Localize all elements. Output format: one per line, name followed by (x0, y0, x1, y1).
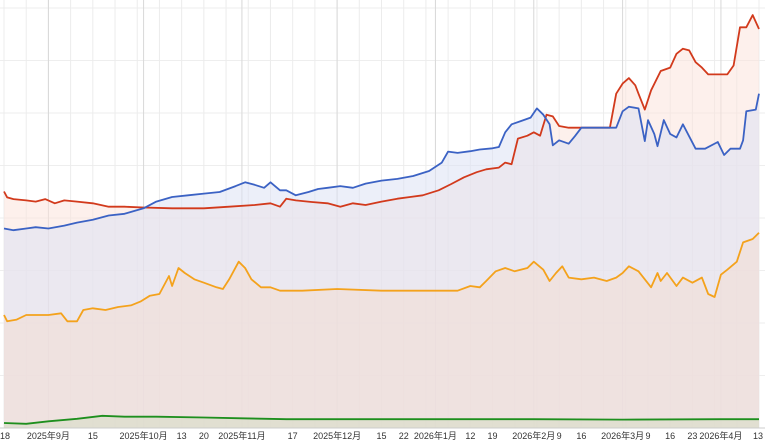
series-3-line (3, 232, 760, 323)
x-tick-label: 16 (576, 431, 586, 441)
x-tick-label: 2026年4月 (699, 430, 742, 441)
series-4-area (4, 415, 759, 428)
x-tick-label: 22 (399, 431, 409, 441)
x-tick-label: 15 (376, 431, 386, 441)
x-tick-label: 9 (557, 431, 562, 441)
x-tick-label: 20 (199, 431, 209, 441)
series-3-area (4, 232, 759, 428)
x-axis-tick-labels: 18 2025年9月 15 2025年10月 13 20 2025年11月 17 2025年12… (0, 430, 763, 441)
x-tick-label: 2026年2月 (512, 430, 555, 441)
x-tick-label: 18 (0, 431, 10, 441)
x-tick-label: 2025年12月 (313, 430, 361, 441)
x-tick-label: 15 (88, 431, 98, 441)
series-4-line (3, 414, 759, 425)
x-tick-label: 2026年3月 (601, 430, 644, 441)
x-tick-label: 9 (645, 431, 650, 441)
x-tick-label: 2025年10月 (120, 430, 168, 441)
series-1-line (3, 14, 760, 210)
x-tick-label: 17 (288, 431, 298, 441)
x-tick-label: 2025年11月 (218, 430, 265, 441)
x-tick-label: 16 (665, 431, 675, 441)
x-tick-label: 13 (753, 431, 763, 441)
x-tick-label: 2026年1月 (414, 430, 457, 441)
x-tick-label: 13 (177, 431, 187, 441)
series-2-line (3, 93, 760, 232)
x-tick-label: 12 (465, 431, 475, 441)
x-tick-label: 2025年9月 (27, 430, 70, 441)
x-tick-label: 23 (687, 431, 697, 441)
series-lines (3, 14, 760, 425)
series-areas (4, 15, 759, 428)
x-tick-label: 19 (488, 431, 498, 441)
